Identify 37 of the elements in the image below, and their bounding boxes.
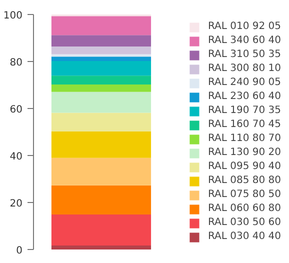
legend-label: RAL 095 90 40 [208, 160, 281, 172]
legend-label: RAL 240 90 05 [208, 76, 281, 88]
legend-label: RAL 310 50 35 [208, 48, 281, 60]
bar [51, 54, 152, 57]
y-tick-label: 60 [10, 104, 23, 116]
legend-label: RAL 010 92 05 [208, 20, 281, 32]
legend-label: RAL 300 80 10 [208, 62, 281, 74]
bar [51, 46, 152, 54]
legend-label: RAL 130 90 20 [208, 146, 281, 158]
y-tick-label: 40 [10, 152, 23, 162]
bar [51, 158, 152, 186]
bar [51, 61, 152, 76]
y-tick-label: 0 [16, 246, 23, 256]
bar [51, 185, 152, 214]
bar [51, 214, 152, 246]
bar [51, 246, 152, 250]
legend-label: RAL 060 60 80 [208, 202, 281, 214]
bar [51, 76, 152, 85]
y-tick-label: 80 [10, 58, 23, 68]
legend-label: RAL 030 40 40 [208, 230, 281, 242]
legend-label: RAL 160 70 45 [208, 118, 281, 130]
legend-label: RAL 030 50 60 [208, 216, 281, 228]
legend-label: RAL 190 70 35 [208, 104, 281, 116]
legend-label: RAL 340 60 40 [208, 34, 281, 46]
bar [51, 16, 152, 36]
bar [51, 92, 152, 113]
legend-label: RAL 230 60 40 [208, 90, 281, 102]
y-tick-label: 100 [3, 10, 23, 22]
bar [51, 112, 152, 132]
bar [51, 35, 152, 46]
bar [51, 56, 152, 62]
y-tick-label: 20 [10, 198, 23, 210]
bar [51, 84, 152, 92]
bar [51, 132, 152, 158]
legend-label: RAL 085 80 80 [208, 174, 281, 186]
legend-label: RAL 110 80 70 [208, 132, 281, 144]
legend-label: RAL 075 80 50 [208, 188, 281, 200]
